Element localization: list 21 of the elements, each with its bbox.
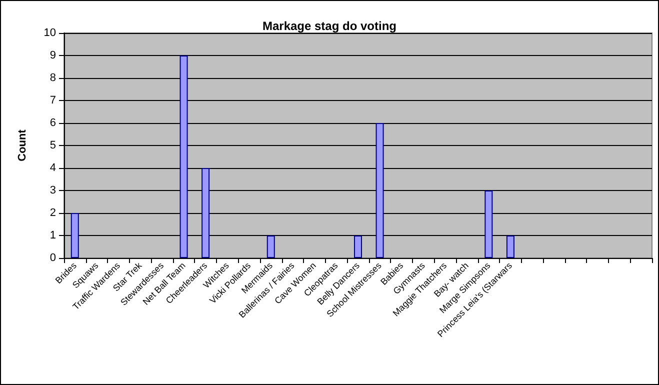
y-tick-label: 2 bbox=[50, 207, 56, 219]
y-tick-label: 3 bbox=[50, 184, 56, 196]
bar bbox=[376, 123, 384, 258]
bar bbox=[202, 168, 210, 258]
y-tick-label: 8 bbox=[50, 72, 56, 84]
y-tick-label: 5 bbox=[50, 140, 56, 152]
bar bbox=[484, 190, 493, 258]
y-tick-label: 1 bbox=[50, 230, 56, 242]
bar bbox=[354, 236, 362, 258]
y-tick-label: 0 bbox=[50, 252, 56, 264]
bar bbox=[266, 236, 275, 258]
chart-title: Markage stag do voting bbox=[262, 19, 397, 33]
y-tick-label: 4 bbox=[50, 162, 56, 174]
y-axis-title: Count bbox=[16, 129, 28, 162]
y-tick-label: 10 bbox=[44, 27, 56, 39]
y-tick-label: 9 bbox=[50, 50, 56, 62]
y-tick-label: 7 bbox=[50, 94, 56, 106]
bar bbox=[180, 56, 188, 258]
bar bbox=[70, 213, 79, 258]
bar bbox=[506, 236, 514, 258]
y-tick-label: 6 bbox=[50, 117, 56, 129]
